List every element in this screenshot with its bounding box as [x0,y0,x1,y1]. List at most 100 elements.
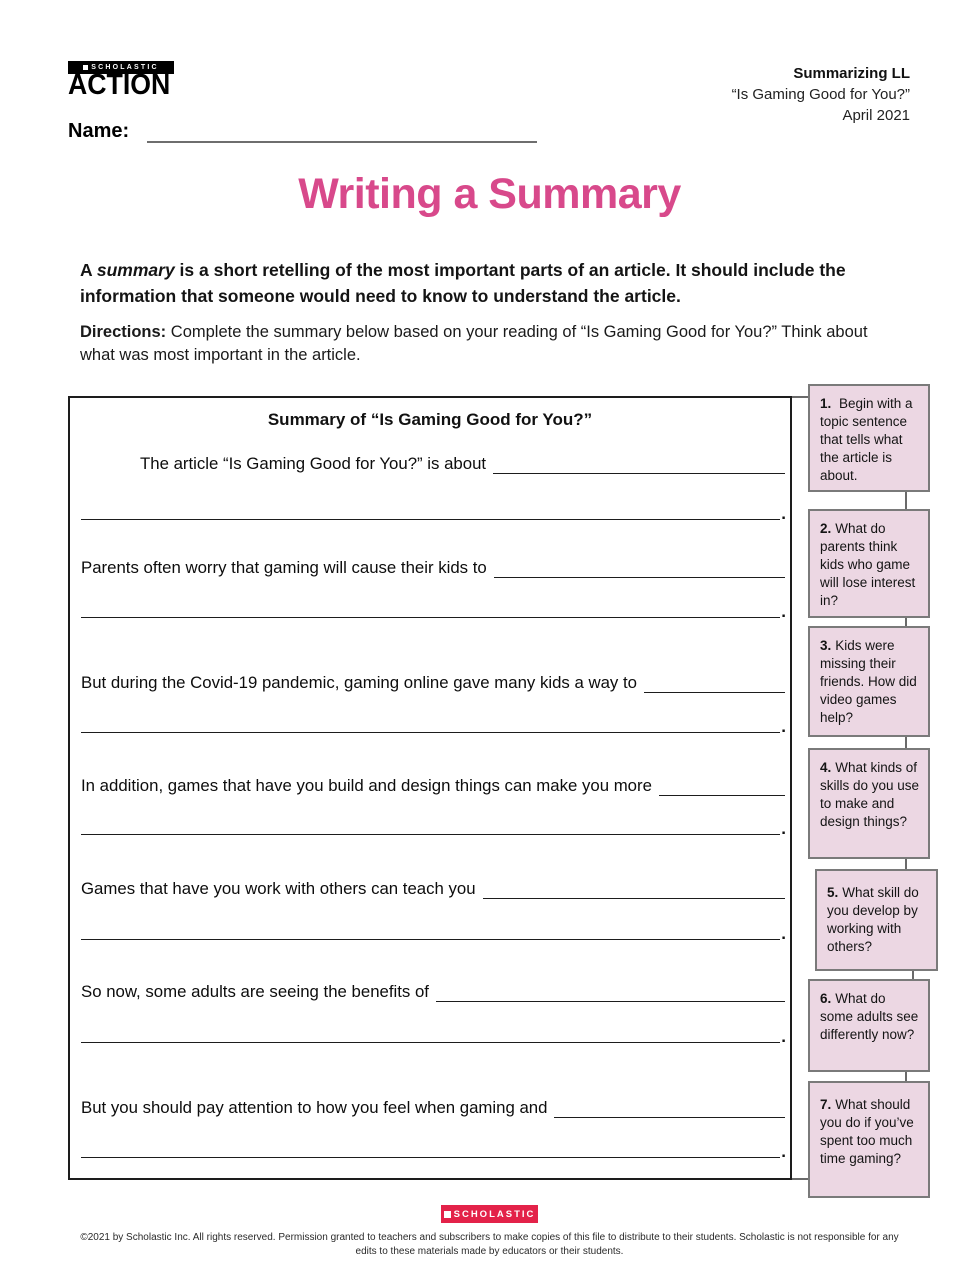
prompt-row-5: Games that have you work with others can… [81,873,785,899]
continuation-line-7: . [81,1132,786,1161]
scholastic-wordmark: SCHOLASTIC [68,61,174,74]
copyright-notice: ©2021 by Scholastic Inc. All rights rese… [0,1231,979,1258]
write-blank[interactable] [482,889,785,899]
write-blank[interactable] [658,786,785,796]
continuation-line-1: . [81,494,786,523]
write-blank[interactable] [81,608,781,618]
prompt-text: But during the Covid-19 pandemic, gaming… [81,673,637,692]
write-blank[interactable] [493,464,785,474]
continuation-line-5: . [81,914,786,943]
directions-text: Complete the summary below based on your… [80,323,868,364]
write-blank[interactable] [81,510,781,520]
directions-label: Directions: [80,323,167,341]
callout-box-4: 4. What kinds of skills do you use to mak… [808,748,930,859]
page-title: Writing a Summary [298,170,681,218]
action-wordmark: ACTION [68,69,171,101]
line-period: . [781,602,786,621]
issue-date: April 2021 [842,107,910,124]
copyright-line-1: ©2021 by Scholastic Inc. All rights rese… [80,1232,899,1243]
directions-paragraph: Directions: Complete the summary below b… [80,321,880,367]
prompt-row-3: But during the Covid-19 pandemic, gaming… [81,667,785,693]
callout-box-3: 3. Kids were missing their friends. How d… [808,626,930,737]
copyright-line-2: edits to these materials made by educato… [355,1245,624,1257]
line-period: . [781,819,786,838]
callout-box-7: 7. What should you do if you’ve spent too… [808,1081,930,1198]
write-blank[interactable] [81,1148,781,1158]
line-period: . [781,1027,786,1046]
connector-line [905,737,907,748]
prompt-row-6: So now, some adults are seeing the benef… [81,976,785,1002]
callout-text: Begin with a topic sentence that tells w… [820,396,913,483]
callout-number: 3. [820,638,832,653]
callout-number: 4. [820,760,832,775]
connector-line [905,617,907,626]
summary-box-heading: Summary of “Is Gaming Good for You?” [267,410,593,429]
line-period: . [781,717,786,736]
scholastic-book-icon [83,65,89,70]
callout-number: 5. [827,885,839,900]
prompt-row-4: In addition, games that have you build a… [81,770,785,796]
write-blank[interactable] [493,568,785,578]
write-blank[interactable] [554,1108,785,1118]
prompt-row-2: Parents often worry that gaming will cau… [81,552,785,578]
article-title: “Is Gaming Good for You?” [731,86,910,103]
write-blank[interactable] [81,723,781,733]
callout-number: 2. [820,521,832,536]
intro-post: is a short retelling of the most importa… [80,260,846,306]
name-row: Name: [68,120,129,143]
scholastic-footer-logo: SCHOLASTIC [441,1205,538,1223]
scholastic-footer-label: SCHOLASTIC [453,1208,536,1220]
write-blank[interactable] [81,1033,781,1043]
callout-text: What should you do if you’ve spent too m… [820,1097,914,1166]
scholastic-book-icon [443,1210,451,1218]
write-blank[interactable] [643,683,785,693]
connector-line [905,492,907,509]
issue-info: Summarizing LL “Is Gaming Good for You?”… [732,63,910,126]
connector-line [905,859,907,869]
continuation-line-4: . [81,809,786,838]
name-label: Name: [68,120,130,142]
intro-pre: A [80,260,97,280]
skill-label: Summarizing LL [793,65,910,82]
write-blank[interactable] [435,992,785,1002]
callout-box-2: 2. What do parents think kids who game wi… [808,509,930,618]
name-write-line[interactable] [147,141,537,143]
callout-text: Kids were missing their friends. How did… [820,638,917,725]
prompt-text: In addition, games that have you build a… [81,776,652,795]
scholastic-small-label: SCHOLASTIC [91,64,159,71]
connector-line [792,1178,808,1180]
prompt-text: So now, some adults are seeing the benef… [81,982,429,1001]
continuation-line-3: . [81,707,786,736]
summary-box: Summary of “Is Gaming Good for You?” The… [68,396,792,1180]
write-blank[interactable] [81,930,781,940]
continuation-line-6: . [81,1017,786,1046]
line-period: . [781,504,786,523]
line-period: . [781,1142,786,1161]
prompt-text: Parents often worry that gaming will cau… [81,558,487,577]
connector-line [792,396,808,398]
continuation-line-2: . [81,592,786,621]
callout-number: 1. [820,396,832,411]
prompt-text: But you should pay attention to how you … [81,1098,548,1117]
callout-text: What skill do you develop by working wit… [827,885,919,954]
callout-number: 7. [820,1097,832,1112]
prompt-row-1: The article “Is Gaming Good for You?” is… [140,448,785,474]
callout-box-5: 5. What skill do you develop by working w… [815,869,938,971]
callout-text: What kinds of skills do you use to make … [820,760,920,829]
callout-box-1: 1. Begin with a topic sentence that tell… [808,384,930,492]
connector-line [912,971,914,979]
callout-text: What do some adults see differently now? [820,991,919,1042]
connector-line [905,1072,907,1081]
callout-box-6: 6. What do some adults see differently no… [808,979,930,1072]
prompt-row-7: But you should pay attention to how you … [81,1092,785,1118]
intro-paragraph: A summary is a short retelling of the mo… [80,257,895,309]
intro-term: summary [96,260,175,280]
callout-number: 6. [820,991,832,1006]
scholastic-action-logo: SCHOLASTIC ACTION [68,61,178,101]
callout-text: What do parents think kids who game will… [820,521,916,608]
line-period: . [781,924,786,943]
prompt-text: Games that have you work with others can… [81,879,476,898]
prompt-text: The article “Is Gaming Good for You?” is… [140,454,487,473]
write-blank[interactable] [81,825,781,835]
